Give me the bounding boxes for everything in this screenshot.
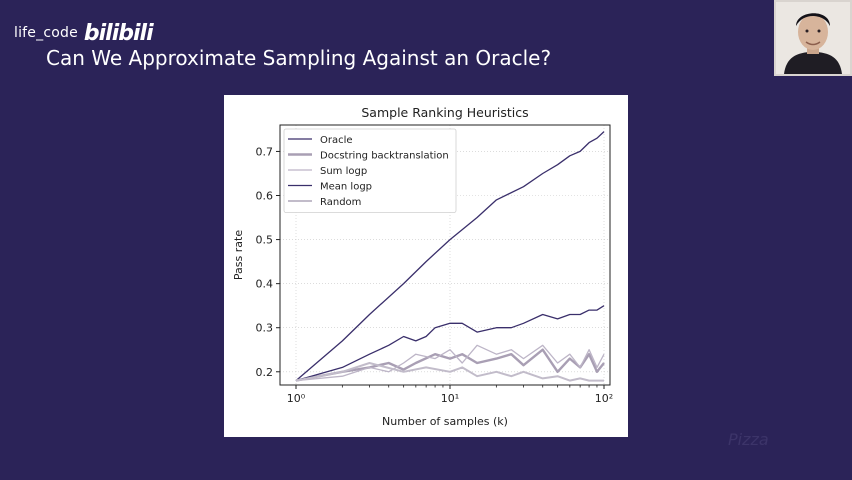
legend-box	[283, 128, 457, 213]
presenter-webcam	[774, 0, 852, 76]
series-lines	[295, 131, 605, 382]
y-tick-label: 0.5	[256, 234, 274, 247]
chart-figure: Sample Ranking Heuristics 0.2 0.3 0.4 0.5 0.…	[224, 95, 628, 437]
x-tick-label: 10⁰	[287, 392, 306, 405]
bilibili-watermark: life_code bilibili	[14, 16, 154, 50]
series-line-mean-logp	[295, 305, 605, 382]
slide-title: Can We Approximate Sampling Against an O…	[46, 46, 552, 70]
legend-label: Sum logp	[320, 166, 367, 177]
bilibili-logo: bilibili	[83, 20, 154, 46]
legend-label: Oracle	[320, 135, 353, 146]
legend: Oracle Docstring backtranslation Sum logp M…	[283, 128, 457, 213]
series-line-random	[295, 362, 604, 382]
watermark-text: life_code	[14, 25, 78, 41]
y-tick-label: 0.7	[256, 145, 274, 158]
x-tick-label: 10²	[595, 392, 613, 405]
y-tick-label: 0.4	[256, 278, 274, 291]
faint-corner-logo: Pizza	[728, 430, 769, 449]
series-line-oracle	[295, 131, 605, 382]
y-tick-label: 0.2	[256, 366, 274, 379]
legend-label: Docstring backtranslation	[320, 151, 449, 162]
pass-rate-chart: Sample Ranking Heuristics 0.20.30.40.50.…	[232, 105, 614, 428]
axis-ticks: 0.2 0.3 0.4 0.5 0.6 0.7 10⁰ 10¹ 10²	[256, 145, 614, 405]
series-line-sum-logp	[295, 344, 605, 382]
legend-label: Random	[320, 197, 361, 208]
x-tick-label: 10¹	[441, 392, 459, 405]
y-axis-label: Pass rate	[232, 230, 245, 280]
presenter-avatar-icon	[776, 2, 850, 74]
y-tick-label: 0.3	[256, 322, 274, 335]
legend-label: Mean logp	[320, 182, 372, 193]
plot-frame	[279, 124, 611, 386]
chart-title: Sample Ranking Heuristics	[361, 105, 528, 120]
y-tick-label: 0.6	[256, 190, 274, 203]
x-axis-label: Number of samples (k)	[382, 415, 508, 428]
